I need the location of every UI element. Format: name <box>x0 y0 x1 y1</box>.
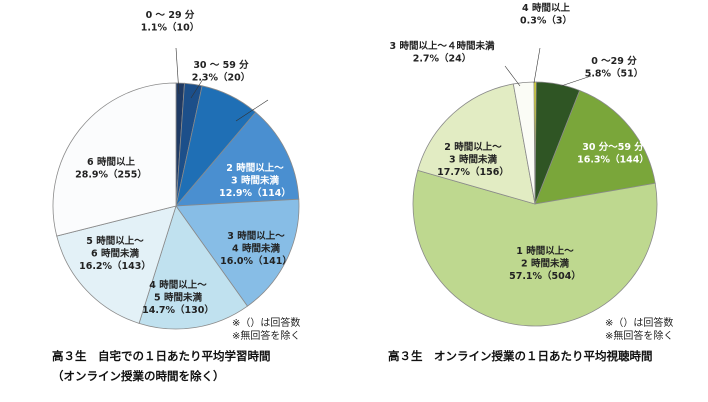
slice-label-line: 12.9%（114） <box>219 187 291 199</box>
pie2-title: 高３生 オンライン授業の１日あたり平均視聴時間 <box>388 349 653 363</box>
slice-label: 0 〜 29 分 1.1%（10） <box>141 9 200 34</box>
slice-label-line: 2 時間以上〜 <box>226 162 284 174</box>
leader-line <box>560 75 592 87</box>
slice-label-line: 3 時間以上〜４時間未満 <box>390 40 495 52</box>
pie1-title: 高３生 自宅での１日あたり平均学習時間 <box>52 349 271 363</box>
slice-label: 2 時間以上〜 3 時間未満 17.7%（156） <box>437 141 509 178</box>
slice-label-line: 0 〜 29 分 <box>146 9 195 21</box>
slice-label: 3 時間以上〜４時間未満 2.7%（24） <box>390 40 495 65</box>
slice-label: 1 時間以上〜 2 時間未満 57.1%（504） <box>509 245 581 282</box>
slice-label-line: 7.8%（69） <box>273 94 332 106</box>
slice-label-line: 1 時間以上〜 <box>516 245 574 257</box>
leader-line <box>190 78 204 99</box>
pie-slice <box>175 198 300 307</box>
slice-label: 3 時間以上〜 4 時間未満 16.0%（141） <box>220 230 292 267</box>
slice-label-line: 57.1%（504） <box>509 270 581 282</box>
slice-label-line: 16.2%（143） <box>79 260 151 272</box>
slice-label-line: 2 時間以上〜 <box>444 141 502 153</box>
pie2-note-count: ※（）は回答数 <box>605 316 673 329</box>
slice-label-line: 4 時間以上 <box>522 2 570 14</box>
pie1-note-count: ※（）は回答数 <box>232 316 300 329</box>
online-class-time-pie: 4 時間以上 0.3%（3） 0 〜29 分 5.8%（51） 30 分〜59 分 16.… <box>390 2 658 327</box>
pie-slice <box>56 205 177 324</box>
pie-slice <box>417 83 536 205</box>
pie2-note-exclude: ※無回答を除く <box>605 329 673 342</box>
slice-label-line: 0.3%（3） <box>520 15 572 27</box>
slice-label-line: 1.1%（10） <box>141 22 200 34</box>
leader-line <box>175 47 180 95</box>
slice-label-line: 16.3%（144） <box>577 154 649 166</box>
slice-label-line: 3 時間未満 <box>231 175 279 187</box>
slice-label-line: 30 〜 59 分 <box>193 59 249 71</box>
slice-label: 4 時間以上〜 5 時間未満 14.7%（130） <box>142 279 214 316</box>
slice-label-line: 4 時間以上〜 <box>149 279 207 291</box>
leader-line <box>533 47 541 84</box>
slice-label-line: 6 時間未満 <box>91 248 139 260</box>
pie-slice <box>534 89 656 205</box>
slice-label: 6 時間以上 28.9%（255） <box>75 156 147 181</box>
pie-slice <box>138 205 248 330</box>
slice-label-line: 5 時間未満 <box>154 292 202 304</box>
study-time-pie: 0 〜 29 分 1.1%（10） 30 〜 59 分 2.3%（20） 1 時間以上〜… <box>52 9 332 330</box>
slice-label: 30 分〜59 分 16.3%（144） <box>577 141 649 166</box>
slice-label: 1 時間以上〜 2 時間未満 7.8%（69） <box>273 69 332 106</box>
pie1-subtitle: （オンライン授業の時間を除く） <box>52 369 225 383</box>
slice-label-line: 1 時間以上〜 <box>273 69 331 81</box>
slice-label-line: 16.0%（141） <box>220 255 292 267</box>
slice-label-line: 2.7%（24） <box>413 53 472 65</box>
slice-label-line: 2 時間未満 <box>278 82 326 94</box>
pie1-note-exclude: ※無回答を除く <box>232 329 300 342</box>
pie-slice <box>412 169 658 327</box>
leader-line <box>504 65 521 87</box>
slice-label: 0 〜29 分 5.8%（51） <box>585 55 644 80</box>
slice-label-line: 30 分〜59 分 <box>582 141 644 153</box>
slice-label-line: 0 〜29 分 <box>591 55 637 67</box>
slice-label-line: 2.3%（20） <box>192 72 251 84</box>
slice-label-line: 17.7%（156） <box>437 166 509 178</box>
slice-label: 30 〜 59 分 2.3%（20） <box>192 59 251 84</box>
slice-label-line: 2 時間未満 <box>521 258 569 270</box>
slice-label-line: 4 時間未満 <box>232 243 280 255</box>
pie-slice <box>175 111 300 207</box>
slice-label-line: 3 時間未満 <box>449 154 497 166</box>
leader-line <box>235 99 269 122</box>
slice-label-line: 14.7%（130） <box>142 304 214 316</box>
slice-label: 4 時間以上 0.3%（3） <box>520 2 572 27</box>
slice-label-line: 5.8%（51） <box>585 68 644 80</box>
pie-slice <box>52 82 177 237</box>
slice-label: 2 時間以上〜 3 時間未満 12.9%（114） <box>219 162 291 199</box>
slice-label-line: 5 時間以上〜 <box>86 235 144 247</box>
slice-label-line: 6 時間以上 <box>87 156 135 168</box>
slice-label-line: 28.9%（255） <box>75 169 147 181</box>
slice-label: 5 時間以上〜 6 時間未満 16.2%（143） <box>79 235 151 272</box>
slice-label-line: 3 時間以上〜 <box>227 230 285 242</box>
